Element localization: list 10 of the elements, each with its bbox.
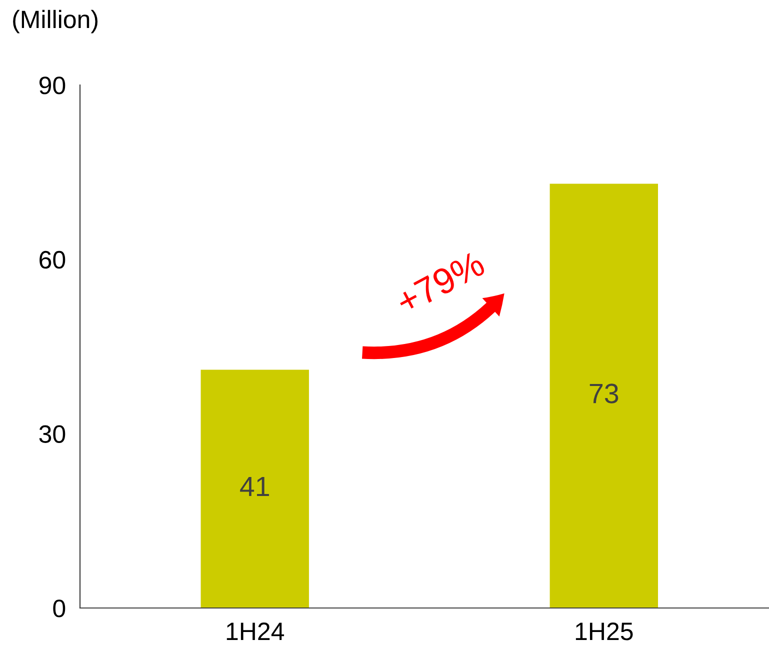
y-tick-label: 90 bbox=[39, 76, 66, 94]
y-tick-label: 30 bbox=[39, 425, 66, 443]
x-tick-label: 1H24 bbox=[226, 622, 284, 640]
y-tick-label: 60 bbox=[40, 250, 66, 269]
data-label: 41 bbox=[240, 476, 269, 496]
data-label: 73 bbox=[590, 384, 618, 404]
x-tick-label: 1H25 bbox=[576, 622, 633, 640]
annotation: +79% bbox=[394, 250, 486, 316]
y-axis-title: (Million) bbox=[13, 10, 98, 34]
y-tick-label: 0 bbox=[53, 600, 66, 618]
